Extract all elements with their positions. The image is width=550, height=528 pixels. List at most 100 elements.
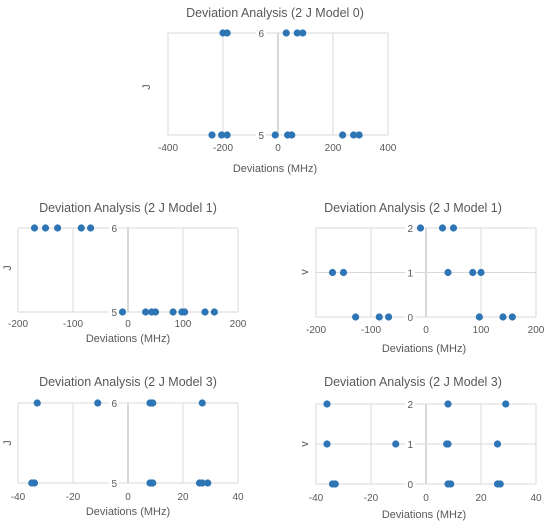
y-tick-label-bg	[256, 129, 266, 141]
x-tick-label: 0	[125, 492, 131, 503]
chart-model-1-j: Deviation Analysis (2 J Model 1) Deviati…	[2, 201, 247, 345]
data-point	[502, 400, 510, 408]
y-tick-label-bg	[405, 222, 415, 234]
x-tick-label: -200	[213, 143, 233, 154]
data-point	[469, 268, 477, 277]
y-axis-title: v	[299, 269, 311, 275]
y-axis-title: J	[2, 440, 14, 446]
x-tick-label: 200	[325, 143, 342, 154]
data-point	[118, 308, 127, 316]
chart-title: Deviation Analysis (2 J Model 1)	[39, 201, 217, 215]
data-point	[210, 308, 218, 316]
data-point	[87, 224, 95, 232]
data-point	[299, 29, 307, 37]
data-point	[496, 480, 504, 488]
chart-title: Deviation Analysis (2 J Model 3)	[39, 375, 217, 389]
data-point	[77, 224, 85, 232]
x-tick-labels: -200 -100 0 100 200	[306, 325, 545, 336]
y-tick-labels: 56	[109, 222, 119, 319]
x-axis-title: Deviations (MHz)	[382, 509, 466, 521]
data-point	[508, 313, 516, 321]
y-tick-label: 2	[407, 400, 413, 411]
data-point	[493, 440, 502, 448]
data-point	[223, 131, 231, 139]
x-tick-label: -20	[364, 493, 379, 504]
y-tick-label: 0	[407, 313, 413, 324]
x-tick-label: 100	[473, 325, 490, 336]
data-point	[350, 131, 358, 139]
data-point	[392, 440, 400, 448]
chart-model-0: Deviation Analysis (2 J Model 0) Deviati…	[141, 6, 397, 175]
y-tick-label-bg	[109, 222, 119, 234]
data-point	[271, 131, 279, 139]
x-tick-label: -100	[361, 325, 381, 336]
data-point	[169, 308, 177, 316]
x-axis-title: Deviations (MHz)	[233, 163, 317, 175]
x-tick-label: -400	[158, 143, 178, 154]
y-tick-label-bg	[109, 397, 119, 409]
data-point	[288, 131, 296, 139]
data-point	[331, 480, 339, 488]
chart-title: Deviation Analysis (2 J Model 0)	[186, 6, 364, 20]
data-point	[151, 308, 160, 316]
y-tick-label: 6	[111, 399, 117, 410]
data-point	[149, 479, 157, 487]
data-point	[218, 131, 226, 139]
data-point	[41, 224, 50, 232]
data-point	[328, 268, 337, 277]
x-tick-label: 200	[230, 319, 247, 330]
data-point	[385, 313, 393, 321]
y-tick-label-bg	[256, 27, 266, 39]
data-point	[204, 479, 212, 487]
data-point	[181, 308, 189, 316]
y-tick-labels: 0 1 2	[405, 222, 415, 324]
x-tick-labels: -400 -200 0 200 400	[158, 143, 397, 154]
data-point	[352, 313, 360, 321]
y-tick-label-bg	[405, 438, 415, 450]
x-tick-label: 0	[275, 143, 281, 154]
data-point	[208, 131, 216, 139]
y-tick-label-bg	[405, 398, 415, 410]
data-point	[30, 479, 39, 487]
data-points	[208, 29, 363, 139]
gridlines	[315, 403, 537, 485]
data-points	[328, 224, 516, 321]
y-tick-label: 1	[407, 440, 413, 451]
gridlines	[17, 402, 239, 484]
data-point	[444, 440, 452, 448]
y-tick-label: 6	[258, 29, 264, 40]
data-point	[416, 224, 425, 232]
x-tick-label: 40	[530, 493, 542, 504]
x-tick-label: -200	[8, 319, 28, 330]
x-tick-label: -40	[309, 493, 324, 504]
data-point	[477, 268, 485, 277]
y-tick-label: 5	[258, 131, 264, 142]
data-point	[339, 131, 347, 139]
x-tick-label: -100	[63, 319, 83, 330]
y-axis-title: v	[299, 441, 311, 447]
y-tick-label: 2	[407, 224, 413, 235]
x-tick-labels: -40 -20 0 20 40	[309, 493, 542, 504]
chart-title: Deviation Analysis (2 J Model 3)	[324, 375, 502, 389]
x-tick-label: 40	[232, 492, 244, 503]
x-axis-title: Deviations (MHz)	[382, 343, 466, 355]
y-tick-label: 1	[407, 269, 413, 280]
y-tick-labels: 56	[109, 397, 119, 490]
data-point	[444, 268, 452, 277]
x-tick-label: 20	[177, 492, 189, 503]
x-tick-label: 0	[423, 493, 429, 504]
gridlines	[17, 227, 239, 313]
x-tick-label: 0	[125, 319, 131, 330]
data-point	[198, 399, 206, 407]
x-axis-title: Deviations (MHz)	[86, 333, 170, 345]
x-tick-label: 400	[380, 143, 397, 154]
data-points	[323, 400, 510, 488]
data-point	[447, 480, 455, 488]
data-point	[444, 400, 452, 408]
data-point	[323, 400, 331, 408]
x-tick-label: 200	[528, 325, 545, 336]
gridlines	[315, 227, 537, 318]
y-tick-label-bg	[405, 266, 415, 279]
data-point	[438, 224, 447, 232]
